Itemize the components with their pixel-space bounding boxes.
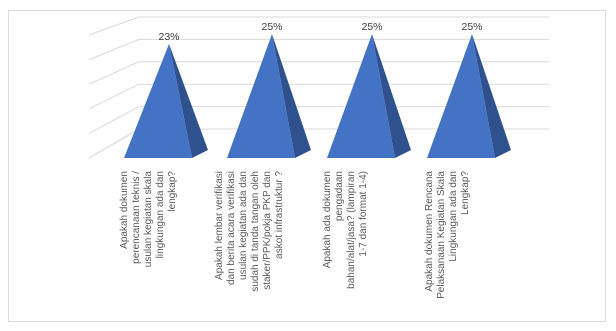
category-label-line: pengadaan	[334, 171, 345, 221]
pyramid-chart: 23% 25% 25% 25% Apakah dokumen perencanaan t…	[88, 16, 549, 299]
category-label-2: Apakah lembar verifikasi dan berita acara…	[214, 171, 285, 292]
chart-frame: 23% 25% 25% 25% Apakah dokumen perencanaan t…	[8, 10, 606, 322]
pyramid-side-face	[272, 34, 311, 158]
category-label-line: usulan kegiatan ada dan	[238, 171, 249, 280]
category-label-line: askot infrastruktur ?	[274, 171, 285, 259]
pyramid-front-face	[427, 34, 495, 158]
gridline-side	[88, 38, 140, 61]
data-label: 25%	[461, 21, 482, 33]
category-axis: Apakah dokumen perencanaan teknis / usulan…	[119, 171, 471, 299]
category-label-line: usulan kegiatan skala	[143, 171, 154, 268]
category-label-3: Apakah ada dokumen pengadaan bahan/alat/ja…	[322, 171, 369, 289]
category-label-line: Pelaksanaan Kegiatan Skala	[436, 171, 447, 299]
data-label: 25%	[361, 21, 382, 33]
category-label-line: Apakah ada dokumen	[322, 171, 333, 268]
pyramid-front-face	[327, 34, 395, 158]
gridline-side	[88, 106, 140, 134]
category-label-line: Apakah lembar verifikasi	[214, 171, 225, 280]
pyramid-side-face	[472, 34, 511, 158]
pyramid-3	[327, 34, 411, 158]
data-label: 23%	[158, 31, 179, 43]
category-label-line: bahan/alat/jasa? (lampiran	[346, 171, 357, 289]
category-label-line: staker/PPK/pokja PKP dan	[262, 171, 273, 290]
category-label-line: 1-7 dan format 1-4)	[358, 171, 369, 257]
category-label-line: lengkap?	[167, 171, 178, 212]
pyramid-side-face	[372, 34, 411, 158]
category-label-line: Lingkungan ada dan	[448, 171, 459, 262]
category-label-line: dan berita acara verifikasi	[226, 171, 237, 285]
gridline-side	[88, 61, 140, 85]
floor-edge	[88, 128, 140, 159]
gridline-side	[88, 83, 140, 110]
pyramid-side-face	[169, 43, 208, 158]
category-label-4: Apakah dokumen Rencana Pelaksanaan Kegiat…	[424, 171, 471, 299]
data-label: 25%	[261, 21, 282, 33]
pyramid-4	[427, 34, 511, 158]
pyramid-front-face	[227, 34, 295, 158]
pyramid-1	[124, 43, 208, 158]
category-label-line: perencanaan teknis /	[131, 171, 142, 264]
pyramid-2	[227, 34, 311, 158]
category-label-1: Apakah dokumen perencanaan teknis / usulan…	[119, 171, 178, 268]
pyramid-front-face	[124, 43, 192, 158]
category-label-line: sudah di tanda tangan oleh	[250, 171, 261, 292]
gridline-side	[88, 16, 140, 36]
category-label-line: Apakah dokumen	[119, 171, 130, 249]
gridlines	[88, 16, 549, 159]
pyramid-series	[124, 34, 511, 158]
data-labels: 23% 25% 25% 25%	[158, 21, 482, 43]
category-label-line: lingkungan ada dan	[155, 171, 166, 258]
category-label-line: Lengkap?	[460, 171, 471, 215]
category-label-line: Apakah dokumen Rencana	[424, 171, 435, 292]
